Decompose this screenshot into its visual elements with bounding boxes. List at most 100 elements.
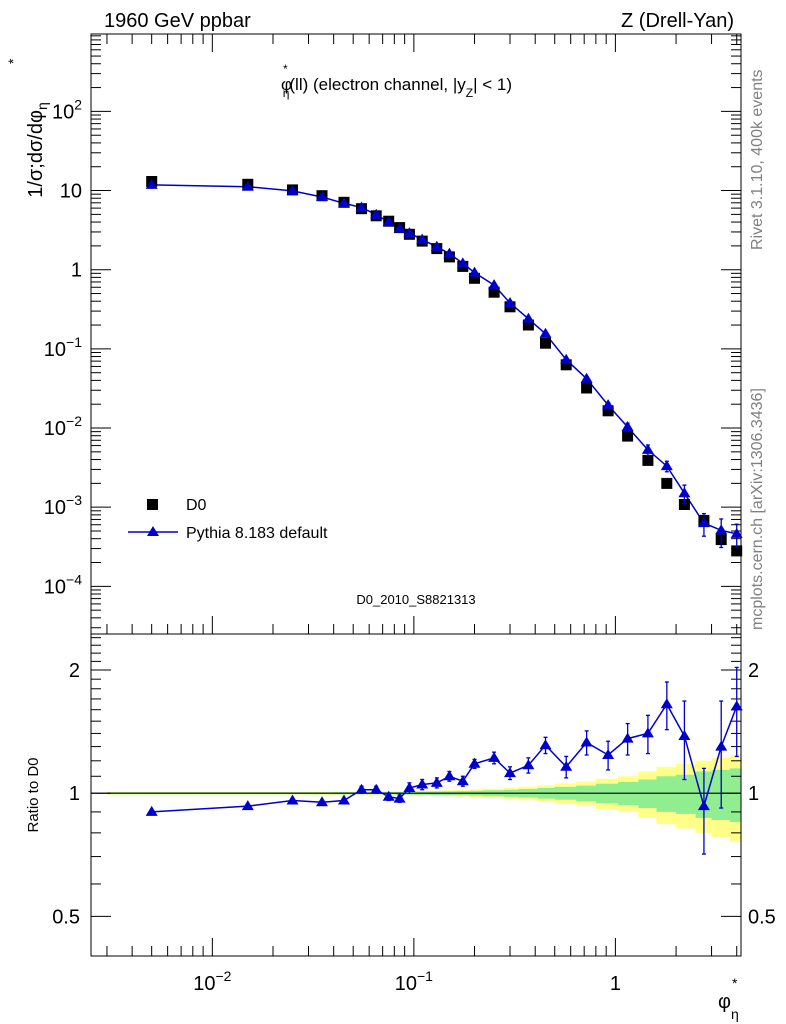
data-point (469, 272, 480, 284)
mc-point (580, 372, 593, 383)
ratio-point (370, 783, 383, 794)
ratio-point (456, 775, 469, 786)
data-point (622, 430, 634, 442)
y-tick-ratio-label: 1 (69, 783, 80, 805)
legend: D0 Pythia 8.183 default (128, 497, 328, 542)
legend-mc-marker (147, 526, 159, 536)
data-point (522, 319, 534, 331)
ratio-point (443, 770, 456, 781)
ratio-point (504, 767, 516, 778)
ratio-point (602, 749, 615, 759)
ratio-point (560, 760, 573, 771)
mc-point (355, 201, 368, 212)
mc-point (416, 233, 429, 244)
mc-point (286, 184, 299, 195)
header-left: 1960 GeV ppbar (104, 10, 251, 32)
main-plot-marks (145, 176, 743, 557)
xlabel: φ * η (718, 975, 739, 1022)
x-tick-label: 1 (610, 973, 621, 995)
mc-point (443, 247, 456, 258)
ratio-point (145, 805, 158, 816)
x-tick-label: 10−2 (193, 968, 231, 995)
mc-point (560, 353, 573, 364)
main-plot-frame (90, 33, 742, 635)
ratio-point (286, 794, 299, 805)
mc-point (522, 312, 535, 323)
title-main: (ll) (electron channel, |y (289, 75, 466, 94)
mc-point (697, 517, 710, 528)
mc-point (316, 191, 328, 201)
xlabel-phi: φ (718, 991, 731, 1013)
legend-mc-label: Pythia 8.183 default (186, 525, 328, 542)
legend-data-marker (147, 499, 158, 510)
ratio-plot-marks (145, 666, 743, 855)
mc-point (602, 399, 615, 410)
title-star: * (283, 62, 288, 76)
title-eta: η (283, 86, 290, 100)
mc-point (456, 257, 469, 268)
xlabel-eta: η (731, 1006, 739, 1022)
mc-point (539, 327, 552, 338)
y-tick-main-label: 10−3 (44, 492, 82, 519)
x-tick-label: 10−1 (395, 968, 433, 995)
mc-point (504, 297, 516, 307)
ratio-point (580, 736, 593, 747)
ratio-point (539, 739, 552, 750)
mc-point (730, 527, 743, 538)
ratio-point (678, 730, 691, 740)
data-point (581, 382, 593, 394)
y-tick-main-label: 1 (71, 260, 82, 282)
data-point (602, 405, 614, 417)
mc-point (488, 279, 501, 290)
ylabel-main-text: 1/σ;dσ/dφ (25, 110, 47, 198)
y-tick-main-label: 10 (60, 181, 82, 203)
ylabel-main: 1/σ;dσ/dφη * (5, 58, 50, 198)
ratio-point (641, 727, 654, 738)
data-point (488, 286, 500, 298)
title-phi: φ (281, 75, 292, 94)
ratio-point (488, 751, 501, 762)
y-tick-main-label: 102 (52, 96, 82, 123)
ratio-point (416, 778, 429, 789)
y-tick-ratio-label: 2 (69, 660, 80, 682)
ratio-point (338, 794, 350, 805)
ratio-point (403, 782, 416, 792)
band-inner (107, 768, 741, 823)
ratio-point (660, 698, 673, 709)
data-point (642, 454, 654, 466)
rivet-label: Rivet 3.1.10, 400k events (749, 69, 766, 250)
mc-point (145, 178, 158, 189)
svg-text:1/σ;dσ/dφη: 1/σ;dσ/dφη (25, 102, 50, 198)
data-point (540, 337, 551, 349)
mc-point (370, 208, 383, 219)
ratio-point (468, 757, 481, 768)
y-tick-main-label: 10−1 (44, 334, 82, 361)
ratio-point (316, 796, 328, 807)
mc-point (403, 227, 416, 238)
ylabel-main-sup: * (5, 58, 21, 64)
mc-point (678, 487, 691, 498)
header-right: Z (Drell-Yan) (621, 10, 734, 32)
ratio-point (522, 759, 535, 770)
y-tick-ratio-label-right: 0.5 (748, 906, 776, 928)
plot-title: φ* η(ll) (electron channel, |yZ| < 1) (281, 62, 512, 100)
ratio-point (393, 792, 406, 803)
mc-point (621, 421, 634, 431)
analysis-id: D0_2010_S8821313 (356, 592, 475, 607)
mc-point (393, 222, 406, 233)
y-tick-ratio-label-right: 2 (748, 660, 759, 682)
mc-point (430, 240, 443, 251)
mc-point (468, 266, 481, 277)
ratio-point (355, 783, 368, 794)
title-z: Z (466, 86, 473, 100)
ylabel-main-sub: η (34, 102, 50, 110)
ylabel-ratio: Ratio to D0 (25, 757, 42, 832)
mc-point (241, 180, 254, 191)
y-tick-main-label: 10−4 (44, 571, 82, 598)
mc-point (338, 197, 350, 208)
ratio-plot-frame (90, 633, 742, 957)
y-tick-ratio-label-right: 1 (748, 783, 759, 805)
data-point (731, 545, 743, 557)
mc-point (641, 443, 654, 454)
